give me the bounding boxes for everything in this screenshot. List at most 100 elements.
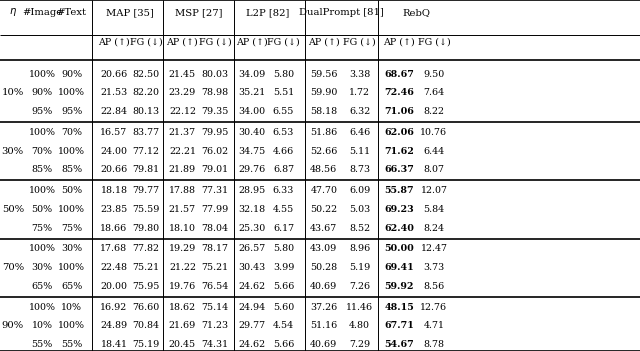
Text: 75.95: 75.95	[132, 282, 159, 291]
Text: 18.66: 18.66	[100, 224, 127, 233]
Text: 26.57: 26.57	[238, 245, 265, 253]
Text: 22.21: 22.21	[169, 147, 196, 156]
Text: 48.15: 48.15	[385, 303, 414, 312]
Text: 6.55: 6.55	[273, 107, 294, 116]
Text: DualPrompt [81]: DualPrompt [81]	[300, 8, 384, 17]
Text: 18.62: 18.62	[169, 303, 196, 312]
Text: 82.20: 82.20	[132, 88, 159, 98]
Text: 52.66: 52.66	[310, 147, 337, 156]
Text: 59.56: 59.56	[310, 70, 337, 79]
Text: 50%: 50%	[61, 186, 83, 195]
Text: MSP [27]: MSP [27]	[175, 8, 223, 17]
Text: 70%: 70%	[32, 147, 52, 156]
Text: 16.92: 16.92	[100, 303, 127, 312]
Text: 4.80: 4.80	[349, 322, 370, 330]
Text: 74.31: 74.31	[202, 340, 228, 349]
Text: 6.46: 6.46	[349, 128, 371, 137]
Text: 18.10: 18.10	[169, 224, 196, 233]
Text: 6.87: 6.87	[273, 165, 294, 174]
Text: 35.21: 35.21	[238, 88, 265, 98]
Text: 8.52: 8.52	[349, 224, 371, 233]
Text: 7.29: 7.29	[349, 340, 371, 349]
Text: 9.50: 9.50	[423, 70, 445, 79]
Text: 70%: 70%	[2, 263, 24, 272]
Text: 40.69: 40.69	[310, 282, 337, 291]
Text: 70.84: 70.84	[132, 322, 159, 330]
Text: 30%: 30%	[61, 245, 83, 253]
Text: 10%: 10%	[61, 303, 82, 312]
Text: 30%: 30%	[2, 147, 24, 156]
Text: 100%: 100%	[29, 186, 56, 195]
Text: 5.51: 5.51	[273, 88, 294, 98]
Text: 22.12: 22.12	[169, 107, 196, 116]
Text: 51.16: 51.16	[310, 322, 337, 330]
Text: 21.37: 21.37	[169, 128, 196, 137]
Text: 11.46: 11.46	[346, 303, 373, 312]
Text: 19.76: 19.76	[169, 282, 196, 291]
Text: 8.22: 8.22	[424, 107, 444, 116]
Text: 43.67: 43.67	[310, 224, 337, 233]
Text: 19.29: 19.29	[169, 245, 196, 253]
Text: 100%: 100%	[58, 205, 85, 214]
Text: 17.88: 17.88	[169, 186, 196, 195]
Text: 76.02: 76.02	[202, 147, 228, 156]
Text: 4.54: 4.54	[273, 322, 294, 330]
Text: 75.14: 75.14	[202, 303, 228, 312]
Text: 65%: 65%	[31, 282, 53, 291]
Text: 21.45: 21.45	[169, 70, 196, 79]
Text: 20.66: 20.66	[100, 165, 127, 174]
Text: 100%: 100%	[58, 88, 85, 98]
Text: 30%: 30%	[31, 263, 53, 272]
Text: 77.12: 77.12	[132, 147, 159, 156]
Text: 29.76: 29.76	[238, 165, 265, 174]
Text: 71.62: 71.62	[385, 147, 414, 156]
Text: 32.18: 32.18	[238, 205, 265, 214]
Text: 5.03: 5.03	[349, 205, 371, 214]
Text: 5.66: 5.66	[273, 340, 294, 349]
Text: 7.26: 7.26	[349, 282, 371, 291]
Text: 58.18: 58.18	[310, 107, 337, 116]
Text: 8.07: 8.07	[424, 165, 444, 174]
Text: 34.00: 34.00	[238, 107, 265, 116]
Text: 21.53: 21.53	[100, 88, 127, 98]
Text: 6.53: 6.53	[273, 128, 294, 137]
Text: 23.85: 23.85	[100, 205, 127, 214]
Text: 67.71: 67.71	[385, 322, 414, 330]
Text: 79.01: 79.01	[202, 165, 228, 174]
Text: FG (↓): FG (↓)	[129, 38, 163, 47]
Text: 75.59: 75.59	[132, 205, 159, 214]
Text: 75.19: 75.19	[132, 340, 159, 349]
Text: 100%: 100%	[29, 128, 56, 137]
Text: 59.92: 59.92	[385, 282, 414, 291]
Text: AP (↑): AP (↑)	[98, 38, 130, 47]
Text: 100%: 100%	[29, 245, 56, 253]
Text: 40.69: 40.69	[310, 340, 337, 349]
Text: 54.67: 54.67	[385, 340, 414, 349]
Text: 85%: 85%	[31, 165, 53, 174]
Text: 34.09: 34.09	[238, 70, 265, 79]
Text: 55.87: 55.87	[385, 186, 414, 195]
Text: L2P [82]: L2P [82]	[246, 8, 289, 17]
Text: 4.55: 4.55	[273, 205, 294, 214]
Text: 79.80: 79.80	[132, 224, 159, 233]
Text: 4.71: 4.71	[424, 322, 444, 330]
Text: 71.23: 71.23	[202, 322, 228, 330]
Text: 75.21: 75.21	[132, 263, 159, 272]
Text: AP (↑): AP (↑)	[166, 38, 198, 47]
Text: 21.22: 21.22	[169, 263, 196, 272]
Text: 22.48: 22.48	[100, 263, 127, 272]
Text: 76.54: 76.54	[202, 282, 228, 291]
Text: 18.41: 18.41	[100, 340, 127, 349]
Text: 85%: 85%	[61, 165, 83, 174]
Text: 8.96: 8.96	[349, 245, 371, 253]
Text: 24.62: 24.62	[238, 340, 265, 349]
Text: 20.00: 20.00	[100, 282, 127, 291]
Text: 65%: 65%	[61, 282, 83, 291]
Text: 30.43: 30.43	[238, 263, 265, 272]
Text: 17.68: 17.68	[100, 245, 127, 253]
Text: 8.56: 8.56	[423, 282, 445, 291]
Text: 5.80: 5.80	[273, 70, 294, 79]
Text: 29.77: 29.77	[238, 322, 265, 330]
Text: 7.64: 7.64	[423, 88, 445, 98]
Text: 22.84: 22.84	[100, 107, 127, 116]
